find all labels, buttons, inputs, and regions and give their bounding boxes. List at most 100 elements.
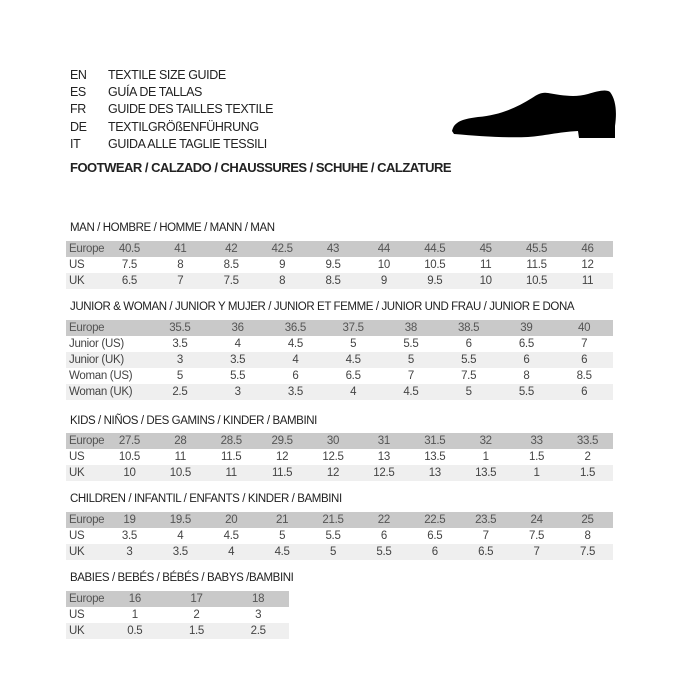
row-label: Europe <box>66 241 105 257</box>
row-label: Junior (US) <box>69 338 124 350</box>
size-cell: 6 <box>555 352 613 368</box>
size-cell: 4 <box>205 544 257 560</box>
size-cell: 2 <box>584 451 591 463</box>
lang-title: GUIDE DES TAILLES TEXTILE <box>108 102 274 117</box>
size-cell: 33.5 <box>562 433 613 449</box>
man-section-title: MAN / HOMBRE / HOMME / MANN / MAN <box>70 222 275 234</box>
size-cell: 25 <box>562 512 613 528</box>
babies-size-table: Europe 16 17 18 US 1 2 3 UK 0.5 1.5 2.5 <box>66 591 289 639</box>
row-label: UK <box>66 623 104 639</box>
shoe-silhouette-icon <box>452 90 616 138</box>
size-cell: 9 <box>279 259 286 271</box>
size-cell: 6 <box>465 338 472 350</box>
kids-section-title: KIDS / NIÑOS / DES GAMINS / KINDER / BAM… <box>70 415 317 427</box>
size-cell: 12.5 <box>358 465 410 481</box>
size-cell: 5 <box>176 370 183 382</box>
size-cell: 13.5 <box>424 451 446 463</box>
row-label: Woman (US) <box>69 370 133 382</box>
size-cell: 8 <box>256 273 308 289</box>
table-row: Junior (UK) 3 3.5 4 4.5 5 5.5 6 6 <box>66 352 613 368</box>
size-cell: 8.5 <box>576 370 592 382</box>
size-cell: 4.5 <box>223 530 239 542</box>
lang-code: ES <box>70 85 86 100</box>
size-cell: 3 <box>255 609 262 621</box>
size-cell: 45.5 <box>511 241 563 257</box>
size-cell: 7 <box>581 338 588 350</box>
size-cell: 3.5 <box>208 352 267 368</box>
lang-title: GUIDA ALLE TAGLIE TESSILI <box>108 136 267 151</box>
size-cell: 6.5 <box>104 273 155 289</box>
size-cell: 5 <box>307 544 359 560</box>
lang-title: GUÍA DE TALLAS <box>108 85 202 100</box>
size-cell: 5.5 <box>439 352 498 368</box>
size-cell: 1.5 <box>562 465 613 481</box>
guide-title-it: IT GUIDA ALLE TAGLIE TESSILI <box>70 136 273 153</box>
size-cell: 5 <box>350 338 357 350</box>
size-cell: 41 <box>154 241 206 257</box>
size-cell: 2.5 <box>227 623 289 639</box>
row-label: UK <box>66 273 104 289</box>
size-cell: 10.5 <box>118 451 141 463</box>
children-section-title: CHILDREN / INFANTIL / ENFANTS / KINDER /… <box>70 493 342 505</box>
row-label: Europe <box>66 512 105 528</box>
size-cell: 1.5 <box>529 451 545 463</box>
size-cell: 10.5 <box>424 259 446 271</box>
footwear-title: FOOTWEAR / CALZADO / CHAUSSURES / SCHUHE… <box>70 160 452 175</box>
size-cell: 36 <box>208 320 267 336</box>
row-label: UK <box>66 465 104 481</box>
size-cell: 6.5 <box>460 544 512 560</box>
table-row: Europe 40.5 41 42 42.5 43 44 44.5 45 45.5 46 <box>66 241 613 257</box>
size-cell: 22 <box>358 512 410 528</box>
size-cell: 8.5 <box>307 273 359 289</box>
size-cell: 2 <box>193 609 200 621</box>
table-row: UK 6.5 7 7.5 8 8.5 9 9.5 10 10.5 11 <box>66 273 613 289</box>
table-row: UK 10 10.5 11 11.5 12 12.5 13 13.5 1 1.5 <box>66 465 613 481</box>
size-cell: 11 <box>480 259 492 271</box>
size-cell: 5 <box>382 352 440 368</box>
lang-title: TEXTILGRÖßENFÜHRUNG <box>108 119 259 134</box>
size-cell: 6 <box>292 370 299 382</box>
size-cell: 7 <box>482 530 489 542</box>
row-label: Europe <box>66 320 151 336</box>
size-cell: 7.5 <box>121 259 137 271</box>
size-cell: 1 <box>511 465 563 481</box>
guide-title-en: EN TEXTILE SIZE GUIDE <box>70 67 273 84</box>
size-cell: 28.5 <box>205 433 257 449</box>
size-cell: 7 <box>154 273 206 289</box>
size-cell: 3 <box>151 352 209 368</box>
size-cell: 43 <box>307 241 359 257</box>
size-cell: 17 <box>165 591 228 607</box>
lang-code: FR <box>70 102 86 117</box>
size-cell: 0.5 <box>104 623 166 639</box>
size-cell: 1 <box>131 609 138 621</box>
size-cell: 22.5 <box>409 512 461 528</box>
size-cell: 24 <box>511 512 563 528</box>
size-cell: 45 <box>460 241 512 257</box>
size-cell: 11.5 <box>221 451 242 463</box>
size-cell: 1 <box>482 451 489 463</box>
table-row: Europe 35.5 36 36.5 37.5 38 38.5 39 40 <box>66 320 613 336</box>
size-cell: 3.5 <box>266 384 325 400</box>
size-cell: 3 <box>104 544 155 560</box>
size-cell: 5.5 <box>403 338 419 350</box>
table-row: US 1 2 3 <box>66 607 289 623</box>
table-row: UK 3 3.5 4 4.5 5 5.5 6 6.5 7 7.5 <box>66 544 613 560</box>
size-cell: 6 <box>409 544 461 560</box>
size-cell: 42 <box>205 241 257 257</box>
table-row: US 7.5 8 8.5 9 9.5 10 10.5 11 11.5 12 <box>66 257 613 273</box>
size-cell: 13 <box>409 465 461 481</box>
size-cell: 5.5 <box>325 530 341 542</box>
size-cell: 6.5 <box>518 338 534 350</box>
size-cell: 29.5 <box>256 433 308 449</box>
size-cell: 21.5 <box>307 512 359 528</box>
row-label: Europe <box>66 433 105 449</box>
size-cell: 46 <box>562 241 613 257</box>
table-row: Junior (US) 3.5 4 4.5 5 5.5 6 6.5 7 <box>66 336 613 352</box>
size-cell: 3.5 <box>154 544 206 560</box>
size-cell: 10 <box>377 259 391 271</box>
size-cell: 9.5 <box>409 273 461 289</box>
size-cell: 4 <box>266 352 325 368</box>
size-cell: 3.5 <box>121 530 137 542</box>
size-cell: 13.5 <box>460 465 512 481</box>
size-cell: 40.5 <box>104 241 155 257</box>
